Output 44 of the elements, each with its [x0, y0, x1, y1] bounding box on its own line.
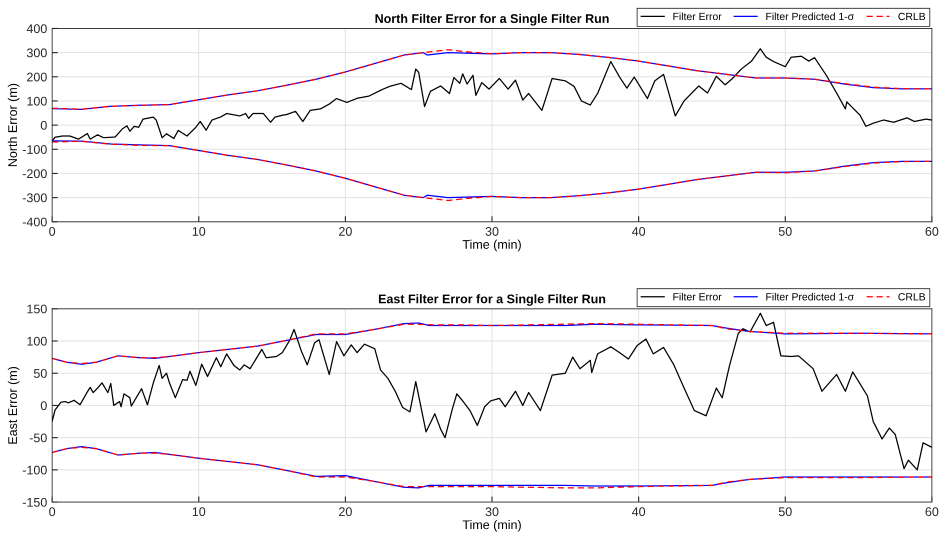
x-tick-label: 10 [192, 507, 206, 516]
chart-title: North Filter Error for a Single Filter Run [375, 14, 609, 26]
y-tick-label: -100 [22, 466, 47, 475]
x-tick-label: 10 [192, 226, 206, 236]
legend-label: Filter Predicted 1-σ [766, 12, 854, 20]
y-tick-label: 0 [40, 401, 47, 410]
y-tick-label: 100 [27, 96, 47, 106]
y-tick-label: -300 [22, 193, 47, 202]
line-series [52, 48, 932, 142]
y-axis-title: East Error (m) [8, 366, 20, 444]
x-tick-label: 0 [49, 226, 56, 236]
x-tick-label: 50 [778, 226, 792, 236]
x-tick-label: 50 [778, 507, 792, 516]
y-tick-label: 200 [27, 72, 47, 82]
x-tick-label: 20 [339, 226, 352, 236]
legend-label: CRLB [898, 12, 926, 20]
x-tick-label: 30 [486, 507, 498, 516]
y-axis-title: North Error (m) [8, 84, 20, 166]
x-axis-title: Time (min) [462, 240, 521, 252]
legend-label: CRLB [898, 293, 926, 300]
x-tick-label: 60 [926, 507, 938, 516]
y-tick-label: 50 [34, 369, 47, 378]
y-tick-label: -150 [22, 498, 47, 507]
y-tick-label: 150 [27, 304, 47, 314]
x-tick-label: 40 [632, 226, 646, 236]
y-tick-label: -100 [22, 145, 47, 154]
y-tick-label: -400 [22, 218, 47, 226]
y-tick-label: 0 [40, 120, 47, 130]
x-tick-label: 40 [632, 507, 646, 516]
x-tick-label: 20 [339, 507, 352, 516]
legend-label: Filter Error [673, 12, 722, 20]
y-tick-label: 100 [27, 336, 47, 346]
y-tick-label: -200 [22, 169, 47, 178]
legend-label: Filter Predicted 1-σ [766, 292, 854, 300]
x-tick-label: 60 [926, 226, 938, 236]
y-tick-label: -50 [30, 433, 47, 442]
x-tick-label: 0 [49, 507, 56, 516]
x-axis-title: Time (min) [462, 520, 521, 532]
legend-label: Filter Error [673, 292, 722, 300]
y-tick-label: 400 [26, 24, 47, 34]
line-series [52, 312, 932, 470]
chart-title: East Filter Error for a Single Filter Run [378, 294, 606, 306]
y-tick-label: 300 [26, 48, 47, 58]
x-tick-label: 30 [486, 226, 498, 236]
